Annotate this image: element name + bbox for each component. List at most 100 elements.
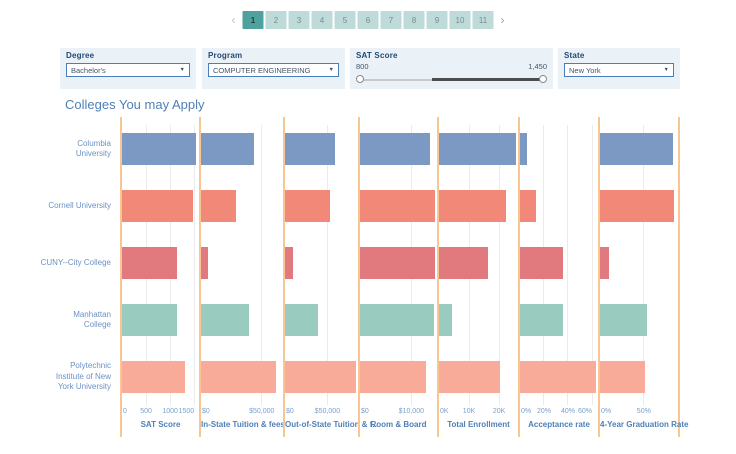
axis-tick-label: 60% — [577, 408, 592, 415]
page-button-9[interactable]: 9 — [426, 11, 448, 29]
bar[interactable] — [201, 247, 209, 279]
axis-tick-label: 50% — [636, 408, 651, 415]
axis-tick-label: 500 — [140, 408, 152, 415]
sat-range-values: 800 1,450 — [356, 62, 547, 71]
bar[interactable] — [201, 304, 250, 336]
bar[interactable] — [201, 361, 277, 393]
slider-track — [360, 79, 433, 81]
axis-tick-label: 10K — [462, 408, 476, 415]
chart-column-6: 0% 20% 40% 60% Acceptance rate — [518, 117, 598, 437]
program-dropdown-value: COMPUTER ENGINEERING — [213, 65, 311, 75]
page-button-2[interactable]: 2 — [265, 11, 287, 29]
page-button-1[interactable]: 1 — [242, 11, 264, 29]
filter-degree: Degree Bachelor's ▼ — [60, 48, 196, 89]
bar[interactable] — [600, 247, 609, 279]
bar[interactable] — [439, 361, 500, 393]
filter-degree-label: Degree — [66, 51, 95, 60]
axis-tick-label: 40% — [560, 408, 576, 415]
slider-track-selected — [432, 78, 543, 81]
college-label-line: Columbia — [77, 138, 111, 148]
bar[interactable] — [285, 190, 330, 222]
bar[interactable] — [360, 133, 431, 165]
column-axis-title: In-State Tuition & fees — [201, 420, 285, 429]
page-button-10[interactable]: 10 — [449, 11, 471, 29]
filter-state-label: State — [564, 51, 585, 60]
bar[interactable] — [285, 247, 293, 279]
axis-tick-label: $0 — [361, 408, 369, 415]
filter-program: Program COMPUTER ENGINEERING ▼ — [202, 48, 345, 89]
bar[interactable] — [285, 361, 356, 393]
axis-tick-label: $0 — [202, 408, 210, 415]
bar[interactable] — [201, 133, 255, 165]
page-button-5[interactable]: 5 — [334, 11, 356, 29]
bar[interactable] — [520, 361, 596, 393]
state-dropdown-value: New York — [569, 65, 601, 75]
bar[interactable] — [439, 133, 516, 165]
filter-sat-score: SAT Score 800 1,450 — [350, 48, 553, 89]
bar[interactable] — [439, 247, 488, 279]
bar[interactable] — [122, 133, 196, 165]
page-button-8[interactable]: 8 — [403, 11, 425, 29]
page-button-11[interactable]: 11 — [472, 11, 494, 29]
bar[interactable] — [285, 133, 335, 165]
bar[interactable] — [600, 304, 648, 336]
pagination: ‹ 1 2 3 4 5 6 7 8 9 10 11 › — [227, 11, 510, 29]
gridline — [591, 125, 593, 405]
column-axis-title: Acceptance rate — [528, 420, 590, 429]
page-button-6[interactable]: 6 — [357, 11, 379, 29]
bar[interactable] — [122, 190, 193, 222]
column-axis-title: Total Enrollment — [447, 420, 510, 429]
bar[interactable] — [122, 247, 177, 279]
chart-column-2: $0 $50,000 In-State Tuition & fees — [199, 117, 285, 437]
axis-tick-label: $50,000 — [249, 408, 275, 415]
chevron-down-icon: ▼ — [179, 67, 185, 73]
degree-dropdown-value: Bachelor's — [71, 65, 106, 75]
slider-handle-max[interactable] — [539, 75, 547, 83]
bar[interactable] — [600, 361, 645, 393]
bar[interactable] — [520, 247, 564, 279]
bar[interactable] — [600, 190, 674, 222]
axis-tick-label: 1000 — [162, 408, 178, 415]
sat-min-value: 800 — [356, 62, 369, 71]
bar[interactable] — [122, 361, 185, 393]
program-dropdown[interactable]: COMPUTER ENGINEERING ▼ — [208, 63, 339, 77]
college-label: Polytechnic Institute of New York Universi… — [21, 361, 111, 393]
axis-tick-label: 0K — [440, 408, 449, 415]
bar[interactable] — [520, 190, 536, 222]
axis-tick-label: $0 — [286, 408, 294, 415]
bar[interactable] — [360, 190, 435, 222]
degree-dropdown[interactable]: Bachelor's ▼ — [66, 63, 190, 77]
college-label-line: Manhattan — [73, 309, 111, 319]
sat-range-slider[interactable] — [356, 74, 547, 86]
bar[interactable] — [439, 304, 452, 336]
bar[interactable] — [520, 304, 564, 336]
bar[interactable] — [285, 304, 318, 336]
bar[interactable] — [360, 361, 427, 393]
state-dropdown[interactable]: New York ▼ — [564, 63, 674, 77]
axis-tick-label: 1500 — [178, 408, 195, 415]
college-label: Cornell University — [21, 190, 111, 222]
college-label: CUNY--City College — [21, 247, 111, 279]
page-next-icon[interactable]: › — [500, 13, 505, 27]
gridline — [326, 125, 328, 405]
bar[interactable] — [439, 190, 507, 222]
bar[interactable] — [201, 190, 236, 222]
page-button-7[interactable]: 7 — [380, 11, 402, 29]
chart-column-3: $0 $50,000 Out-of-State Tuition & f.. — [283, 117, 377, 437]
bar[interactable] — [122, 304, 178, 336]
chevron-down-icon: ▼ — [328, 67, 334, 73]
bar[interactable] — [520, 133, 528, 165]
page-prev-icon[interactable]: ‹ — [231, 13, 236, 27]
filter-program-label: Program — [208, 51, 243, 60]
axis-tick-label: 0% — [521, 408, 532, 415]
slider-handle-min[interactable] — [356, 75, 364, 83]
gridline — [193, 125, 195, 405]
bar[interactable] — [600, 133, 673, 165]
bar[interactable] — [360, 247, 436, 279]
bar[interactable] — [360, 304, 434, 336]
gridline — [643, 125, 645, 405]
page-button-3[interactable]: 3 — [288, 11, 310, 29]
column-axis-title: SAT Score — [140, 420, 181, 429]
page-button-4[interactable]: 4 — [311, 11, 333, 29]
